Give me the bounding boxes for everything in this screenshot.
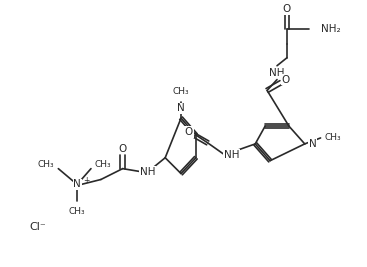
Text: CH₃: CH₃ — [324, 134, 341, 143]
Text: NH: NH — [224, 150, 239, 160]
Text: CH₃: CH₃ — [38, 160, 54, 169]
Text: N: N — [73, 179, 81, 190]
Text: O: O — [282, 74, 290, 85]
Text: O: O — [119, 144, 127, 154]
Text: NH: NH — [139, 167, 155, 176]
Text: O: O — [283, 4, 291, 14]
Text: N: N — [309, 139, 316, 149]
Text: O: O — [185, 127, 193, 137]
Text: Cl⁻: Cl⁻ — [30, 222, 46, 232]
Text: +: + — [83, 176, 90, 185]
Text: NH: NH — [269, 68, 285, 78]
Text: CH₃: CH₃ — [95, 160, 112, 169]
Text: NH₂: NH₂ — [320, 24, 340, 34]
Text: CH₃: CH₃ — [69, 207, 86, 216]
Text: CH₃: CH₃ — [173, 87, 189, 96]
Text: N: N — [177, 103, 185, 113]
